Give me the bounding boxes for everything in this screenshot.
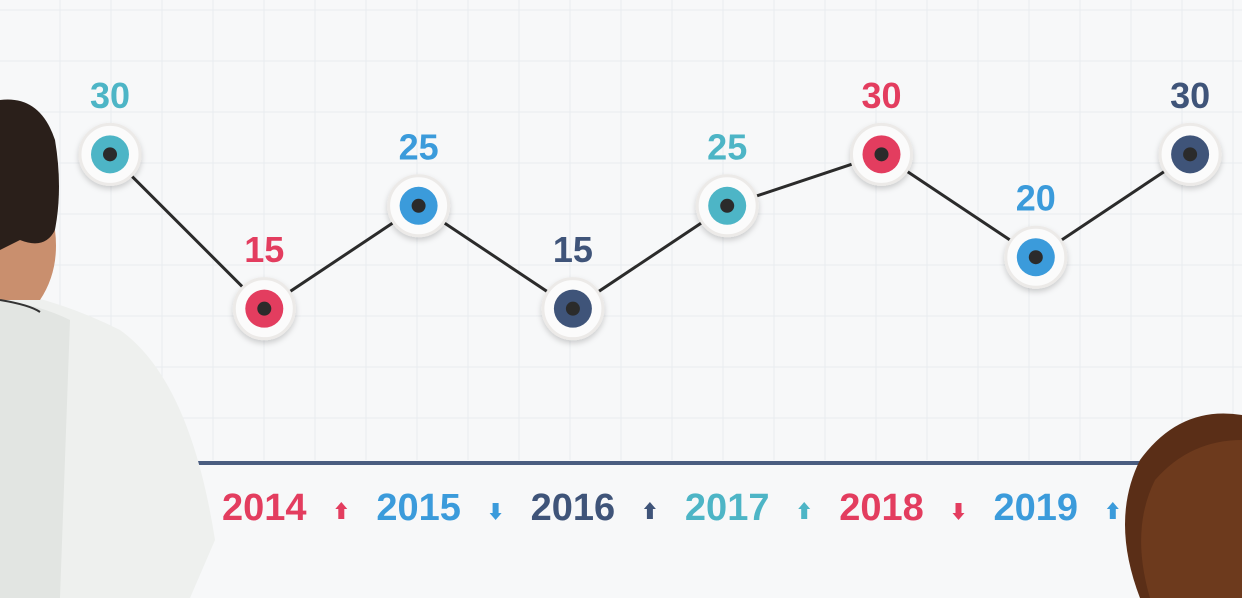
- value-label: 15: [244, 229, 284, 270]
- value-label: 30: [90, 75, 130, 116]
- value-label: 30: [1170, 75, 1210, 116]
- page: {"chart_data": {"type": "line", "categor…: [0, 0, 1242, 598]
- x-tick-label: 2015: [376, 487, 461, 529]
- point-center: [103, 147, 117, 161]
- value-label: 25: [399, 126, 439, 167]
- chart: 30 15 25 15 25 30 20 30 2014 2015 2016 2017 2018 2019: [0, 0, 1242, 598]
- value-label: 20: [1016, 178, 1056, 219]
- point-center: [1029, 250, 1043, 264]
- value-label: 15: [553, 229, 593, 270]
- point-center: [566, 302, 580, 316]
- x-tick-label: 2017: [685, 487, 770, 529]
- x-tick-label: 2019: [994, 487, 1079, 529]
- point-center: [875, 147, 889, 161]
- point-center: [257, 302, 271, 316]
- value-label: 25: [707, 126, 747, 167]
- point-center: [720, 199, 734, 213]
- x-tick-label: 2014: [222, 487, 307, 529]
- point-center: [412, 199, 426, 213]
- x-tick-label: 2016: [531, 487, 616, 529]
- point-center: [1183, 147, 1197, 161]
- value-label: 30: [861, 75, 901, 116]
- x-tick-label: 2018: [839, 487, 924, 529]
